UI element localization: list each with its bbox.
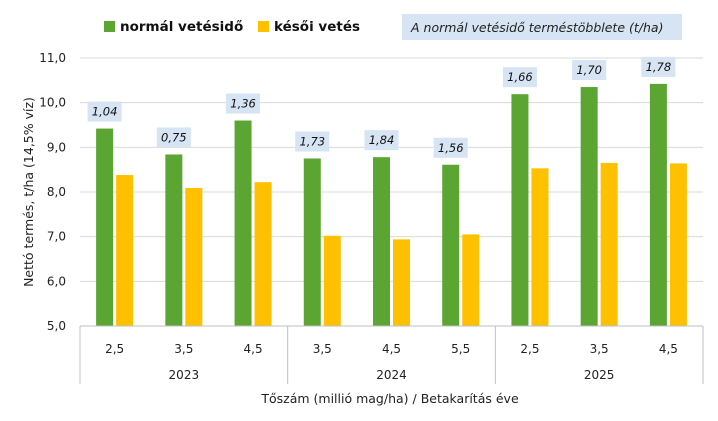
data-label-box (295, 131, 330, 152)
x-axis: 2,5 3,5 4,5 3,5 4,5 5,5 2,5 3,5 4,5 2023 2024 2025 (79, 325, 704, 384)
bars (96, 83, 687, 327)
bar-late-sowing (254, 182, 272, 326)
bar-normal-sowing (96, 128, 114, 326)
x-tick-label: 3,5 (590, 342, 609, 356)
bar-late-sowing (323, 235, 341, 326)
x-tick-label: 2,5 (520, 342, 539, 356)
y-tick-label: 10,0 (39, 96, 66, 110)
x-tick-label: 2,5 (105, 342, 124, 356)
bar-normal-sowing (165, 154, 183, 326)
data-label: 0,75 (161, 130, 187, 144)
data-labels: 1,04 0,75 1,36 1,73 1,84 1,56 1,66 1,70 1,78 (87, 56, 676, 158)
bar-normal-sowing (234, 120, 252, 327)
x-group-label: 2024 (376, 368, 407, 382)
data-label: 1,36 (230, 97, 256, 111)
bar-normal-sowing (649, 83, 667, 326)
bar-normal-sowing (303, 158, 321, 326)
x-group-label: 2025 (584, 368, 615, 382)
x-axis-title: Tőszám (millió mag/ha) / Betakarítás éve (260, 391, 519, 406)
data-label: 1,56 (438, 141, 464, 155)
data-label: 1,04 (92, 105, 118, 119)
bar-late-sowing (393, 239, 410, 326)
bar-normal-sowing (511, 94, 529, 327)
bar-late-sowing (462, 234, 480, 326)
x-tick-label: 4,5 (244, 342, 263, 356)
data-label-box (364, 130, 399, 151)
data-label-box (572, 60, 607, 81)
data-label-box (87, 101, 122, 122)
data-label: 1,78 (646, 60, 672, 74)
y-tick-label: 9,0 (47, 140, 66, 154)
data-label: 1,66 (507, 70, 533, 84)
x-group-label: 2023 (169, 368, 200, 382)
legend-label-late: késői vetés (274, 19, 360, 35)
bar-normal-sowing (580, 87, 598, 327)
data-label-box (156, 127, 191, 148)
legend-swatch-normal (104, 21, 115, 32)
x-tick-label: 3,5 (313, 342, 332, 356)
data-label-box (433, 137, 468, 158)
x-tick-label: 4,5 (659, 342, 678, 356)
x-tick-label: 5,5 (451, 342, 470, 356)
y-tick-label: 7,0 (47, 230, 66, 244)
data-label-box (641, 56, 676, 77)
data-label-box (502, 67, 537, 88)
x-tick-label: 4,5 (382, 342, 401, 356)
data-label: 1,73 (299, 135, 325, 149)
legend-label-normal: normál vetésidő (120, 19, 243, 35)
legend: normál vetésidő késői vetés A normál vet… (104, 14, 682, 40)
y-axis-title: Nettó termés, t/ha (14,5% víz) (21, 97, 36, 287)
bar-late-sowing (185, 187, 203, 326)
legend-note-box (402, 14, 682, 40)
data-label-box (226, 93, 261, 114)
legend-swatch-late (258, 21, 269, 32)
x-tick-label: 3,5 (174, 342, 193, 356)
y-tick-label: 8,0 (47, 185, 66, 199)
data-label: 1,70 (576, 63, 602, 77)
y-tick-label: 11,0 (39, 51, 66, 65)
bar-late-sowing (531, 168, 549, 326)
bar-late-sowing (116, 175, 134, 326)
y-tick-label: 5,0 (47, 319, 66, 333)
legend-note: A normál vetésidő terméstöbblete (t/ha) (410, 20, 663, 35)
y-tick-label: 6,0 (47, 274, 66, 288)
bar-late-sowing (600, 162, 618, 326)
y-axis: 5,0 6,0 7,0 8,0 9,0 10,0 11,0 (39, 51, 66, 333)
data-label: 1,84 (369, 133, 395, 147)
bar-late-sowing (669, 163, 687, 326)
bar-normal-sowing (442, 164, 460, 326)
bar-normal-sowing (373, 157, 390, 326)
